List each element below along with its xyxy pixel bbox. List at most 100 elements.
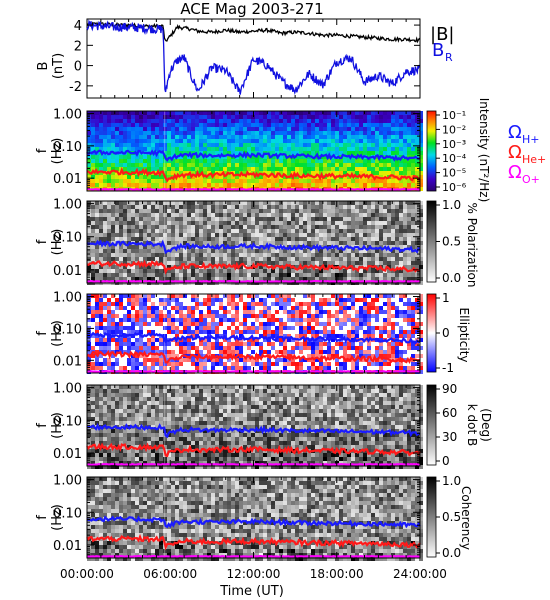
ytick-label: 0.01 (53, 264, 82, 279)
spectrogram-cells (87, 477, 423, 561)
omega-h-line (86, 239, 420, 255)
colorbar-tick-label: 10⁻³ (442, 138, 466, 151)
legend-omega-h-sub: H+ (522, 133, 540, 146)
spectrogram-panels: 1.000.100.01f (Hz)1.000.100.01f (Hz)1.000.… (35, 108, 423, 561)
panel-yunit: (Hz) (50, 412, 65, 439)
colorbar-tick-label: 60 (442, 406, 457, 420)
colorbar-tick-label: 0.5 (442, 510, 461, 524)
legend-omega-h: Ω (508, 122, 522, 143)
colorbar-polarization (426, 200, 437, 283)
spectrogram-cells (87, 385, 423, 469)
xtick-label: 18:00:00 (310, 567, 364, 581)
panel-yunit: (Hz) (50, 320, 65, 347)
omega-he-line (86, 533, 421, 551)
legend-b-r: B (432, 40, 444, 61)
gyro-legend: Ω H+ Ω He+ Ω O+ (508, 122, 546, 186)
panel-b-field: 4 2 0 -2 B (nT) |B| B R (36, 18, 454, 99)
ytick-label: 4 (74, 19, 82, 34)
panel-ylabel: f (35, 331, 50, 336)
legend-omega-he-sub: He+ (522, 153, 546, 166)
colorbar-ellipticity-label: Ellipticity (457, 308, 471, 363)
ytick-label: 0.01 (53, 172, 82, 187)
omega-h-line (86, 515, 421, 529)
ytick-label: 0 (74, 60, 82, 75)
colorbar-kdotb-label: k dot B (465, 404, 479, 446)
colorbar-tick-label: 30 (442, 430, 457, 444)
colorbar-tick-label: -1 (442, 361, 454, 375)
colorbars: 10⁻¹10⁻² 10⁻³10⁻⁴ 10⁻⁵10⁻⁶ 1.0 0.5 0.0 1 0 -1 90 6… (426, 98, 546, 560)
colorbar-tick-label: 10⁻² (442, 123, 466, 136)
panel-b-yticks: 4 2 0 -2 (69, 19, 420, 95)
ytick-label: 1.00 (53, 474, 82, 489)
colorbar-tick-label: 0.0 (442, 271, 461, 285)
ytick-label: 0.10 (53, 322, 82, 337)
xtick-label: 12:00:00 (227, 567, 281, 581)
ytick-label: 1.00 (53, 198, 82, 213)
colorbar-kdotb-unit: (Deg) (479, 408, 493, 442)
colorbar-tick-label: 90 (442, 382, 457, 396)
omega-he-line (86, 442, 421, 458)
time-axis-label: Time (UT) (219, 584, 284, 599)
colorbar-tick-label: 10⁻⁵ (442, 167, 466, 180)
ytick-label: 0.10 (53, 506, 82, 521)
legend-b-total: |B| (430, 24, 454, 45)
colorbar-polarization-label: % Polarization (465, 203, 479, 288)
time-axis: 00:00:00 06:00:00 12:00:00 18:00:00 24:00:00 (60, 19, 447, 581)
legend-omega-o: Ω (508, 162, 522, 183)
panel-ylabel: f (35, 148, 50, 153)
spectrogram-panel-2: 1.00 0.10 0.01 f (Hz) (35, 198, 423, 285)
panel-ylabel: f (35, 423, 50, 428)
xtick-label: 00:00:00 (60, 567, 114, 581)
ytick-label: 0.10 (53, 140, 82, 155)
colorbar-kdotb (426, 384, 437, 466)
ytick-label: 1.00 (53, 291, 82, 306)
omega-h-line (86, 422, 421, 439)
colorbar-tick-label: 1 (442, 291, 450, 305)
colorbar-coherency-label: Coherency (459, 486, 473, 550)
omega-he-line (86, 349, 421, 364)
colorbar-tick-label: 10⁻⁴ (442, 152, 467, 165)
spectrogram-panel-3: 1.00 0.10 0.01 f (Hz) (35, 291, 423, 374)
panel-b-ylabel: B (36, 62, 51, 71)
colorbar-tick-label: 0 (442, 454, 450, 468)
ytick-label: 0.10 (53, 231, 82, 246)
colorbar-tick-label: 1.0 (442, 474, 461, 488)
omega-h-line (86, 149, 421, 162)
spectrogram-panel-1: 1.00 0.10 0.01 f (Hz) (35, 108, 423, 192)
legend-omega-he: Ω (508, 142, 522, 163)
colorbar-tick-label: 1.0 (442, 198, 461, 212)
panel-yunit: (Hz) (50, 229, 65, 256)
colorbar-intensity-label: Intensity (nT²/Hz) (477, 98, 491, 203)
legend-omega-o-sub: O+ (522, 173, 540, 186)
ytick-label: 0.10 (53, 414, 82, 429)
colorbar-tick-label: 0.0 (442, 546, 461, 560)
colorbar-ellipticity (426, 293, 437, 373)
omega-h-line (86, 331, 421, 345)
panel-yunit: (Hz) (50, 138, 65, 165)
spectrogram-cells (87, 111, 423, 191)
panel-b-yunit: (nT) (51, 53, 66, 79)
omega-he-line (86, 166, 421, 183)
ytick-label: 2 (74, 39, 82, 54)
colorbar-tick-label: 10⁻⁶ (442, 181, 467, 194)
b-r-line (86, 19, 420, 96)
panel-ylabel: f (35, 515, 50, 520)
colorbar-ticks: 10⁻¹10⁻² 10⁻³10⁻⁴ 10⁻⁵10⁻⁶ 1.0 0.5 0.0 1 0 -1 90 6… (436, 109, 467, 560)
legend-b-r-subscript: R (445, 51, 453, 64)
colorbar-coherency (426, 476, 437, 558)
ytick-label: 0.01 (53, 354, 82, 369)
spectrogram-cells (87, 201, 423, 285)
spectrogram-panel-5: 1.00 0.10 0.01 f (Hz) (35, 474, 423, 561)
xtick-label: 06:00:00 (143, 567, 197, 581)
colorbar-tick-label: 0 (442, 326, 450, 340)
colorbar-tick-label: 0.5 (442, 235, 461, 249)
figure-title: ACE Mag 2003-271 (180, 0, 323, 18)
ytick-label: 1.00 (53, 382, 82, 397)
ytick-label: 0.01 (53, 447, 82, 462)
colorbar-intensity (426, 110, 437, 192)
omega-he-line (86, 259, 421, 275)
colorbar-tick-label: 10⁻¹ (442, 109, 466, 122)
xtick-label: 24:00:00 (393, 567, 447, 581)
spectrogram-cells (87, 294, 423, 374)
